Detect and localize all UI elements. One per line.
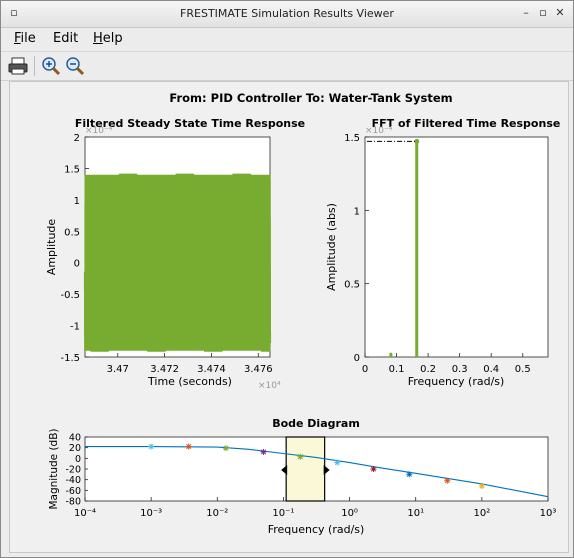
zoom-out-button[interactable]: [64, 55, 86, 77]
bode-marker: [444, 477, 451, 484]
time-plot-title: Filtered Steady State Time Response: [75, 117, 305, 130]
plot-panel: From: PID Controller To: Water-Tank Syst…: [9, 81, 569, 553]
window-menu-icon[interactable]: ▫: [10, 6, 18, 19]
y-tick-label: 0: [74, 259, 80, 270]
fft-bar-tip: [389, 352, 393, 356]
fft-plot[interactable]: FFT of Filtered Time Response ×10⁻⁴ 1.5 1…: [325, 117, 560, 388]
zoom-in-button[interactable]: [40, 55, 62, 77]
y-tick-label: 0: [354, 353, 360, 364]
window-title: FRESTIMATE Simulation Results Viewer: [180, 7, 394, 20]
figure-header: From: PID Controller To: Water-Tank Syst…: [169, 91, 452, 105]
fft-plot-y-exponent: ×10⁻⁴: [365, 126, 393, 136]
bode-marker: [297, 453, 304, 460]
bode-marker: [478, 483, 485, 490]
title-bar: FRESTIMATE Simulation Results Viewer ▫ –…: [1, 1, 573, 28]
print-icon: [8, 57, 28, 75]
y-tick-label: 20: [69, 443, 81, 454]
y-tick-label: 1: [74, 196, 80, 207]
x-tick-label: 10⁻²: [206, 508, 228, 519]
x-tick-label: 10⁰: [341, 508, 358, 519]
y-tick-label: 1.5: [64, 164, 80, 175]
fft-plot-ylabel: Amplitude (abs): [325, 203, 338, 291]
y-tick-label: -20: [65, 465, 81, 476]
bode-plot-title: Bode Diagram: [272, 417, 360, 430]
x-tick-label: 0.2: [420, 364, 436, 375]
y-tick-label: -1: [70, 322, 80, 333]
time-plot-y-exponent: ×10⁻⁴: [85, 126, 113, 136]
zoom-in-icon: [42, 57, 61, 76]
x-tick-label: 0.5: [515, 364, 531, 375]
menu-help-accel: H: [93, 31, 103, 46]
bode-marker: [222, 445, 229, 452]
menu-edit-label: Edit: [53, 31, 79, 46]
toolbar-separator: [34, 56, 35, 76]
menu-bar: File Edit Help: [1, 28, 573, 50]
band-right-drag-handle[interactable]: [323, 465, 330, 475]
y-tick-label: -0.5: [60, 290, 80, 301]
band-left-drag-handle[interactable]: [281, 465, 288, 475]
x-tick-label: 0.3: [452, 364, 468, 375]
time-plot-xlabel: Time (seconds): [147, 375, 232, 388]
time-series-line: [83, 173, 272, 352]
x-tick-label: 10¹: [407, 508, 424, 519]
bode-marker: [148, 443, 155, 450]
x-tick-label: 10³: [540, 508, 557, 519]
y-tick-label: -1.5: [60, 353, 80, 364]
x-tick-label: 3.474: [197, 364, 226, 375]
bode-marker: [370, 466, 377, 472]
close-button[interactable]: ✕: [555, 6, 565, 19]
y-tick-label: 0: [75, 454, 81, 465]
x-tick-label: 3.472: [150, 364, 179, 375]
menu-file-accel: F: [14, 31, 21, 46]
time-response-plot[interactable]: Filtered Steady State Time Response ×10⁻…: [45, 117, 305, 391]
y-tick-label: -40: [65, 475, 81, 486]
x-tick-label: 10²: [473, 508, 490, 519]
bode-magnitude-line: [85, 446, 549, 498]
y-tick-label: 1: [354, 206, 360, 217]
maximize-button[interactable]: ▫: [539, 6, 547, 19]
bode-plot-ylabel: Magnitude (dB): [48, 428, 60, 509]
x-tick-label: 0.4: [483, 364, 499, 375]
zoom-out-icon: [66, 57, 85, 76]
menu-edit[interactable]: Edit: [53, 31, 78, 46]
menu-help-label: elp: [102, 31, 123, 46]
x-tick-label: 10⁻¹: [272, 508, 294, 519]
y-tick-label: -80: [65, 497, 81, 508]
frequency-band-highlight[interactable]: [285, 436, 326, 502]
y-tick-label: 40: [69, 433, 81, 444]
bode-marker: [406, 471, 413, 478]
time-plot-x-exponent: ×10⁴: [258, 381, 281, 391]
x-tick-label: 0: [362, 364, 368, 375]
y-tick-label: -60: [65, 486, 81, 497]
results-figure: From: PID Controller To: Water-Tank Syst…: [45, 91, 560, 536]
x-tick-label: 3.476: [244, 364, 273, 375]
bode-marker: [260, 448, 267, 455]
x-tick-label: 10⁻³: [140, 508, 162, 519]
bode-plot-xlabel: Frequency (rad/s): [268, 523, 365, 536]
y-tick-label: 0.5: [64, 227, 80, 238]
fft-plot-xlabel: Frequency (rad/s): [408, 375, 505, 388]
time-plot-ylabel: Amplitude: [45, 219, 58, 276]
menu-help[interactable]: Help: [93, 31, 123, 46]
fft-plot-title: FFT of Filtered Time Response: [372, 117, 561, 130]
minimize-button[interactable]: –: [523, 6, 529, 19]
fft-bar-tip: [414, 138, 420, 144]
y-tick-label: 2: [74, 133, 80, 144]
y-tick-label: 0.5: [344, 280, 360, 291]
bode-marker: [334, 459, 341, 466]
fft-plot-axes: [364, 136, 549, 358]
x-tick-label: 0.1: [389, 364, 405, 375]
bode-marker: [185, 443, 192, 450]
menu-file[interactable]: File: [14, 31, 36, 46]
toolbar: [1, 51, 573, 81]
print-button[interactable]: [7, 55, 29, 77]
menu-file-label: ile: [20, 31, 36, 46]
x-tick-label: 3.47: [107, 364, 129, 375]
y-tick-label: 1.5: [344, 133, 360, 144]
x-tick-label: 10⁻⁴: [74, 508, 96, 519]
